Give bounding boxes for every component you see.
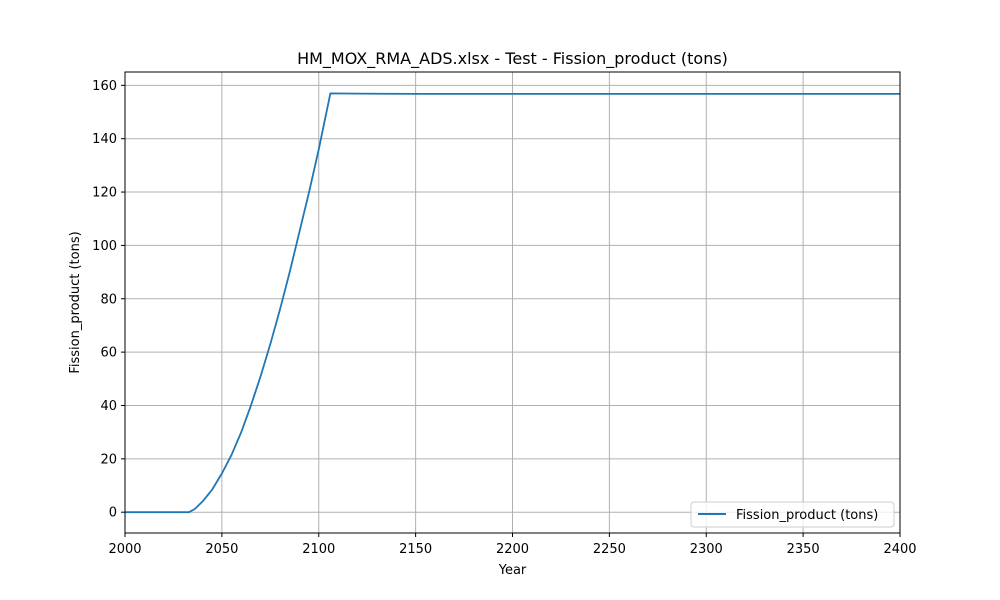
- y-tick-label: 120: [92, 186, 117, 201]
- y-tick-label: 160: [92, 79, 117, 94]
- x-tick-label: 2050: [205, 542, 238, 557]
- x-tick-label: 2000: [108, 542, 141, 557]
- series-layer: [125, 92, 900, 514]
- y-tick-label: 20: [100, 452, 117, 467]
- y-tick-label: 0: [109, 506, 117, 521]
- x-tick-label: 2150: [399, 542, 432, 557]
- x-axis-title: Year: [498, 563, 527, 578]
- y-tick-label: 40: [100, 399, 117, 414]
- legend-box: [690, 501, 895, 528]
- chart-title: HM_MOX_RMA_ADS.xlsx - Test - Fission_pro…: [297, 49, 728, 69]
- y-axis-title: Fission_product (tons): [68, 231, 83, 373]
- series-line: [125, 92, 900, 514]
- y-tick-label: 80: [100, 292, 117, 307]
- y-tick-label: 140: [92, 132, 117, 147]
- x-tick-label: 2300: [690, 542, 723, 557]
- tick-layer: 2000 2050 2100 2150 2200 2250 2300 2350 2400 0 20 4…: [92, 79, 916, 557]
- x-tick-label: 2400: [883, 542, 916, 557]
- legend: Fission_product (tons): [690, 501, 895, 528]
- x-tick-label: 2250: [593, 542, 626, 557]
- y-tick-label: 60: [100, 346, 117, 361]
- x-tick-label: 2350: [787, 542, 820, 557]
- x-tick-label: 2200: [496, 542, 529, 557]
- legend-label: Fission_product (tons): [736, 508, 878, 523]
- x-tick-label: 2100: [302, 542, 335, 557]
- y-tick-label: 100: [92, 239, 117, 254]
